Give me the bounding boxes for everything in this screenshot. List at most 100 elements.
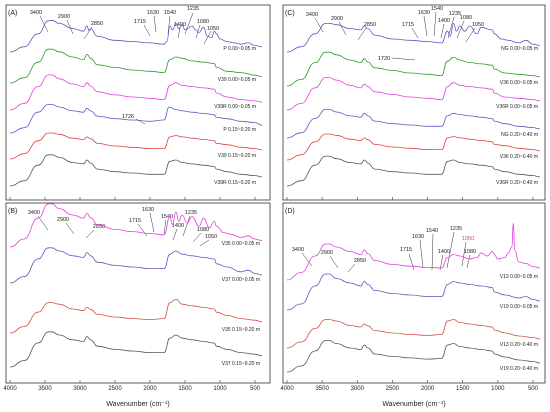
annot-1540: 1540	[431, 6, 443, 12]
panel-b-frame	[5, 202, 271, 384]
annot-line	[39, 15, 49, 33]
panel-b-xaxis-title: Wavenumber (cm⁻¹)	[106, 401, 169, 408]
annot-line	[199, 239, 210, 247]
annot-2900: 2900	[321, 250, 333, 256]
x-tick-label: 1000	[491, 386, 505, 392]
series-label: NG 0.20~0.40 m	[501, 132, 538, 138]
annot-3400: 3400	[292, 247, 304, 253]
annot-line	[143, 24, 151, 37]
panel-d-annotations	[301, 231, 471, 273]
annot-line	[85, 229, 95, 239]
annot-line	[177, 27, 181, 39]
spectrum-line	[9, 203, 263, 248]
series-label: V36 0.20~0.40 m	[500, 154, 538, 160]
annot-line	[149, 212, 155, 233]
annot-1080: 1080	[460, 15, 472, 21]
annot-line	[301, 252, 313, 267]
annot-line	[461, 241, 467, 267]
x-tick-label: 500	[250, 386, 261, 392]
series-label: V37 0.00~0.05 m	[222, 277, 260, 283]
annot-1540: 1540	[164, 10, 176, 16]
annot-line	[65, 222, 75, 235]
x-tick-label: 1500	[178, 386, 192, 392]
annot-line	[357, 27, 367, 41]
annot-2900: 2900	[58, 14, 70, 20]
spectrum-line	[286, 77, 541, 111]
annot-1630: 1630	[418, 10, 430, 16]
annot-line	[66, 19, 74, 35]
annot-line	[184, 12, 194, 35]
annot-line	[423, 15, 428, 37]
annot-1726: 1726	[122, 114, 134, 120]
series-label: P 0.00~0.05 m	[223, 46, 256, 52]
annot-1400: 1400	[174, 22, 186, 28]
series-label: V36 0.00~0.05 m	[500, 80, 538, 86]
spectrum-line	[9, 48, 263, 84]
series-label: V39 0.00~0.05 m	[218, 77, 256, 83]
spectrum-line	[286, 340, 541, 373]
series-label: NG 0.00~0.05 m	[501, 46, 538, 52]
spectrum-line	[9, 247, 263, 284]
annot-1715: 1715	[129, 218, 141, 224]
spectrum-line	[286, 51, 541, 87]
panel-c-frame	[282, 4, 546, 201]
panel-b-annotations	[37, 212, 210, 247]
series-label: P 0.15~0.20 m	[223, 127, 256, 133]
plot-layer: P 0.00~0.05 m V39 0.00~0.05 m V39R 0.00~0.…	[3, 19, 541, 392]
annot-1720: 1720	[378, 56, 390, 62]
annot-1080: 1080	[197, 227, 209, 233]
annot-1080: 1080	[464, 249, 476, 255]
x-tick-label: 2000	[143, 386, 157, 392]
annot-line	[153, 15, 157, 33]
annot-line	[466, 254, 471, 269]
annot-2850: 2850	[91, 21, 103, 27]
x-tick-label: 500	[528, 386, 539, 392]
annot-line	[347, 263, 356, 273]
annot-line	[431, 233, 434, 271]
annot-2900: 2900	[331, 16, 343, 22]
annot-1235: 1235	[450, 226, 462, 232]
spectrum-line	[286, 22, 541, 53]
x-tick-label: 4000	[280, 386, 294, 392]
spectrum-line	[9, 74, 263, 111]
annot-1050: 1050	[462, 236, 474, 242]
panel-d-xaxis-title: Wavenumber (cm⁻¹)	[382, 401, 445, 408]
spectrum-line	[286, 109, 541, 139]
annot-line	[37, 215, 49, 231]
annot-3400: 3400	[28, 210, 40, 216]
annot-1630: 1630	[142, 207, 154, 213]
series-label: V36R 0.20~0.40 m	[496, 180, 538, 186]
annot-line	[411, 27, 419, 39]
annot-line	[433, 11, 437, 37]
annot-2850: 2850	[354, 258, 366, 264]
spectrum-line	[286, 133, 541, 161]
panel-d-frame	[282, 202, 546, 384]
series-label: V19 0.20~0.40 m	[500, 366, 538, 372]
annot-line	[135, 118, 146, 125]
spectrum-line	[9, 154, 263, 187]
spectrum-line	[286, 319, 541, 349]
annot-1050: 1050	[205, 234, 217, 240]
annot-line	[314, 17, 324, 33]
panel-c-label: (C)	[285, 10, 295, 17]
spectrum-line	[9, 104, 263, 134]
x-tick-label: 2500	[108, 386, 122, 392]
series-label: V13 0.20~0.40 m	[500, 342, 538, 348]
series-label: V36R 0.00~0.05 m	[496, 104, 538, 110]
annot-2900: 2900	[57, 217, 69, 223]
series-label: V19 0.00~0.05 m	[500, 304, 538, 310]
annot-1400: 1400	[438, 18, 450, 24]
panel-d-label: (D)	[285, 208, 295, 215]
series-label: V39R 0.00~0.05 m	[214, 104, 256, 110]
annot-1235: 1235	[187, 6, 199, 12]
panel-b-label: (B)	[8, 208, 17, 215]
annot-1050: 1050	[472, 22, 484, 28]
spectrum-line	[9, 19, 263, 53]
annot-line	[137, 223, 148, 237]
annot-2850: 2850	[93, 224, 105, 230]
annot-3400: 3400	[306, 12, 318, 18]
annot-line	[419, 239, 424, 269]
annot-1400: 1400	[438, 249, 450, 255]
spectrum-line	[9, 331, 263, 368]
